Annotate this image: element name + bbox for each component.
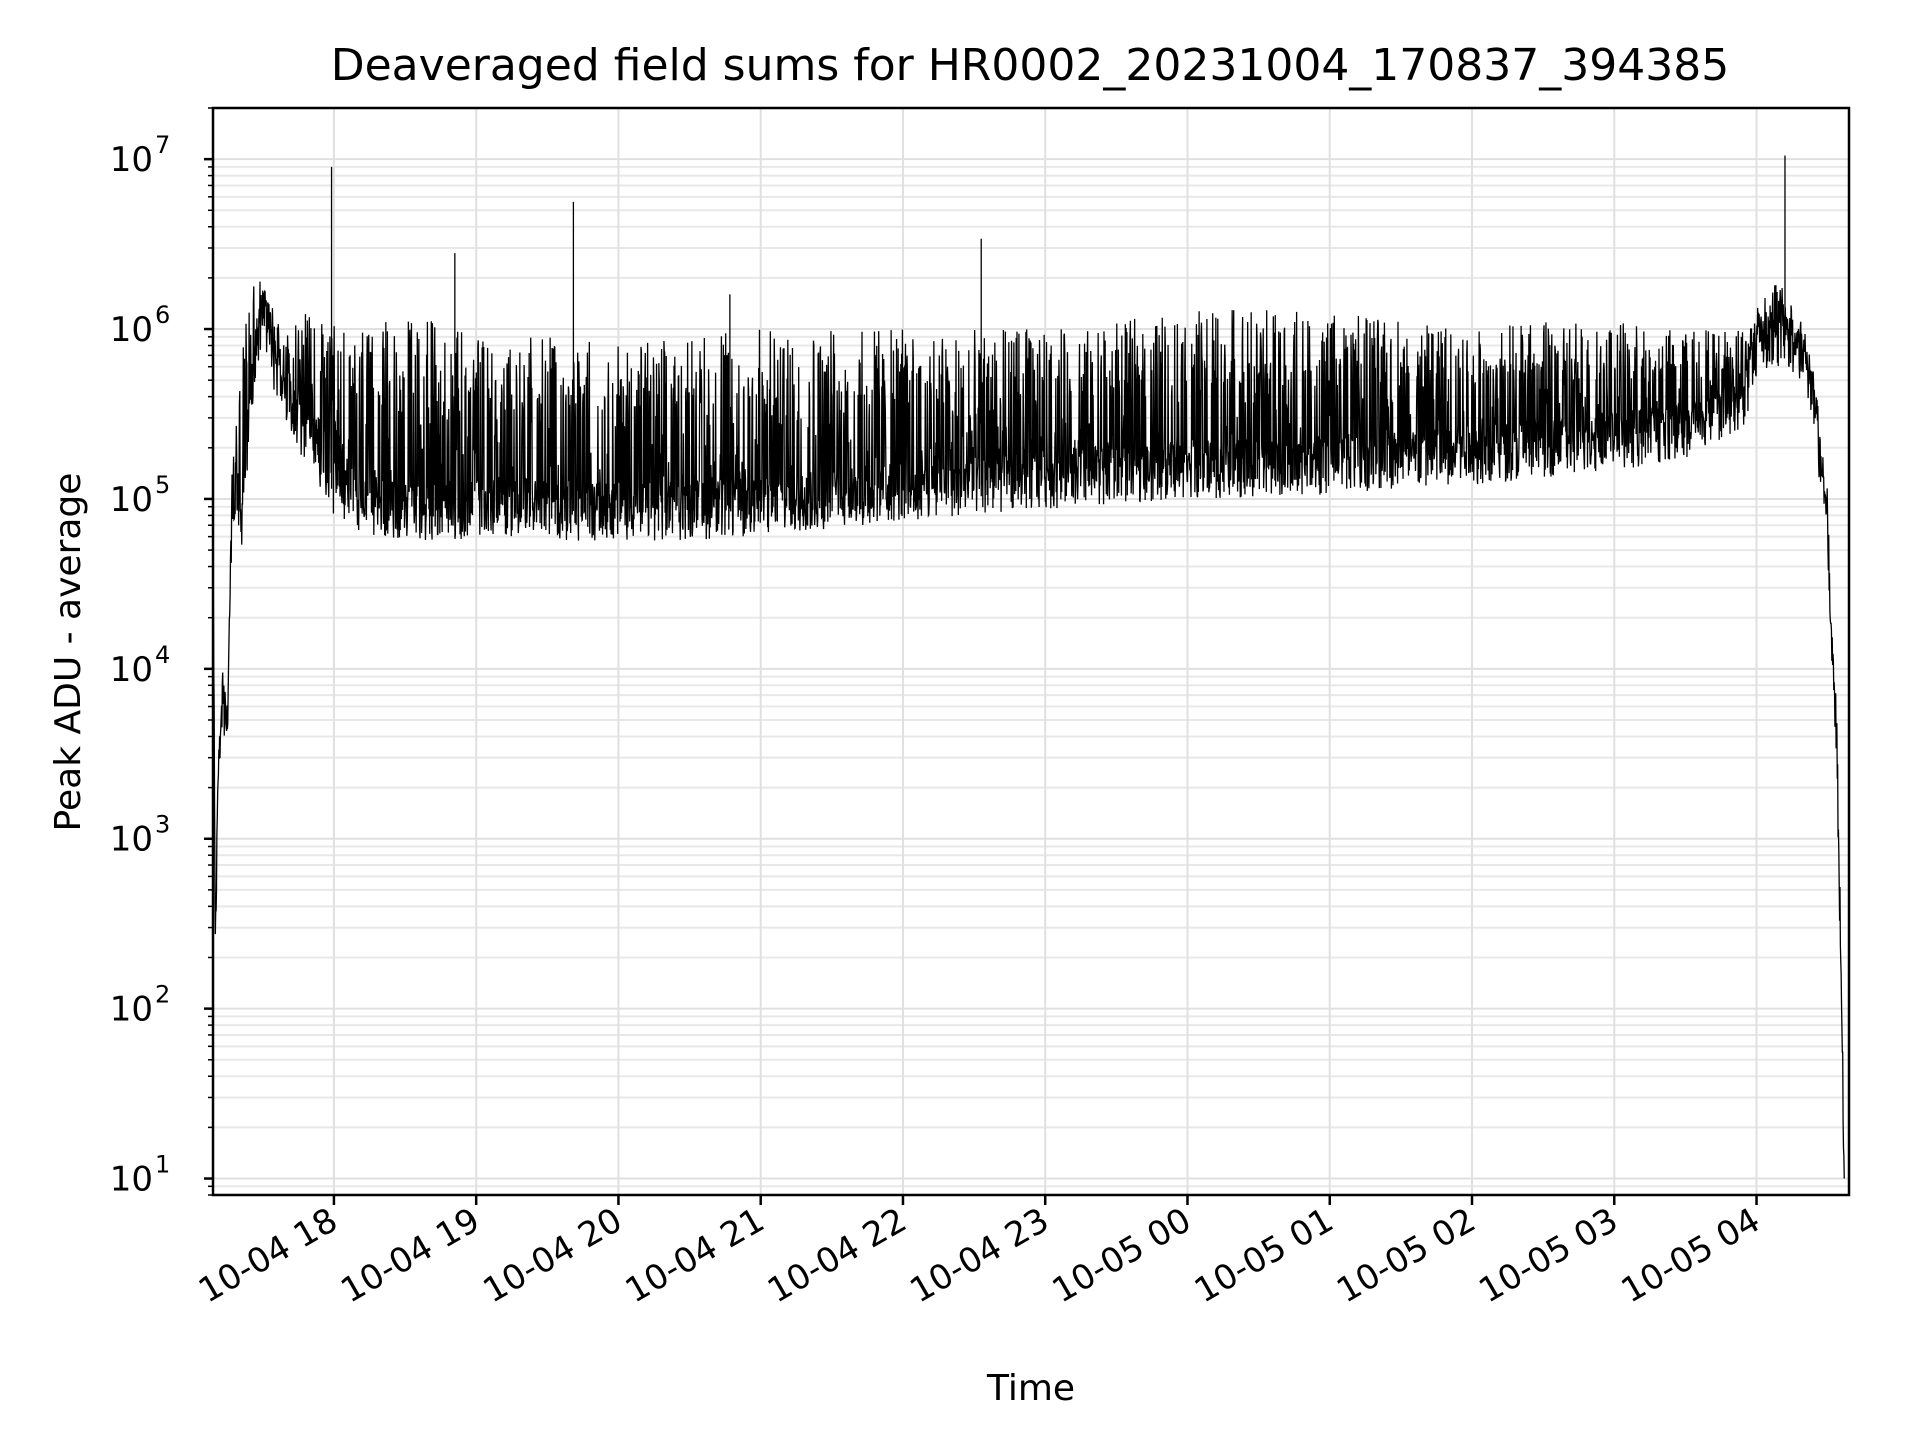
- y-tick-label-base: 10: [110, 140, 153, 180]
- y-tick-label-exponent: 4: [155, 641, 170, 669]
- y-tick-label-base: 10: [110, 480, 153, 520]
- y-tick-label-base: 10: [110, 310, 153, 350]
- y-tick-label: 10 2: [110, 981, 171, 1030]
- y-tick-label-exponent: 1: [155, 1151, 170, 1179]
- y-tick-label-base: 10: [110, 1160, 153, 1200]
- y-axis-label: Peak ADU - average: [48, 473, 89, 832]
- plot-frame: [211, 106, 1851, 1197]
- y-tick-label-exponent: 2: [155, 981, 170, 1009]
- y-tick-label-base: 10: [110, 820, 153, 860]
- y-tick-label: 10 7: [110, 131, 171, 180]
- y-tick-label-exponent: 3: [155, 811, 170, 839]
- series-layer: [212, 155, 1845, 1179]
- x-axis-label: Time: [986, 1368, 1075, 1409]
- y-tick-label: 10 3: [110, 811, 171, 860]
- chart-title: Deaveraged field sums for HR0002_2023100…: [331, 40, 1730, 91]
- y-tick-label-base: 10: [110, 990, 153, 1030]
- y-tick-label-base: 10: [110, 650, 153, 690]
- y-tick-label: 10 6: [110, 301, 171, 350]
- y-tick-label-exponent: 7: [155, 131, 170, 159]
- y-tick-label-exponent: 6: [155, 301, 170, 329]
- y-tick-label: 10 4: [110, 641, 171, 690]
- y-tick-label: 10 1: [110, 1151, 171, 1200]
- y-tick-label: 10 5: [110, 471, 171, 520]
- y-tick-label-exponent: 5: [155, 471, 170, 499]
- series-line: [212, 281, 1845, 1179]
